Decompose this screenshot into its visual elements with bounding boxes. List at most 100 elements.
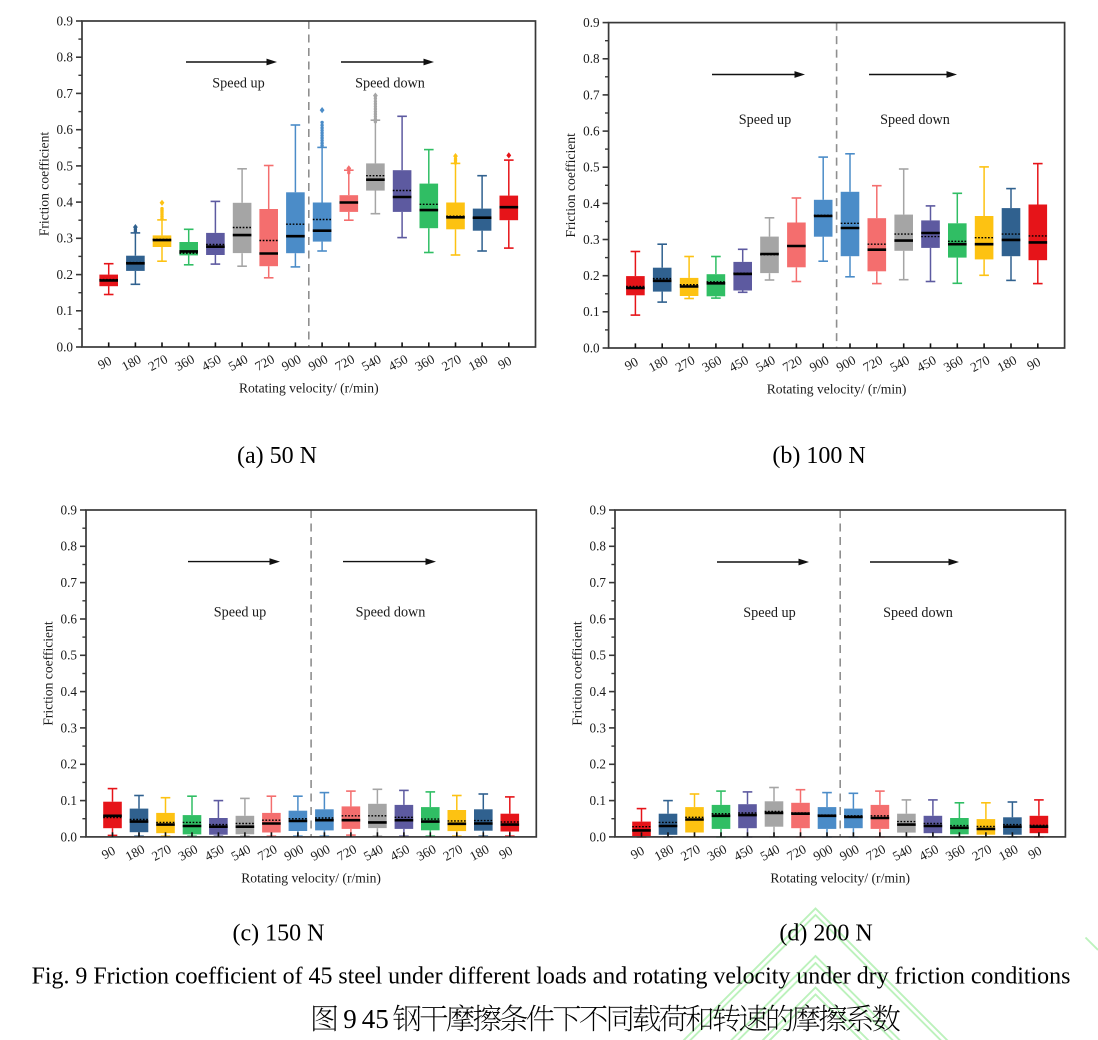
svg-text:450: 450 [388, 841, 413, 864]
svg-text:9: 9 [343, 1004, 357, 1034]
svg-text:(a) 50 N: (a) 50 N [237, 443, 317, 469]
svg-text:90: 90 [495, 353, 514, 373]
svg-text:720: 720 [860, 352, 885, 375]
svg-text:Speed up: Speed up [739, 112, 791, 128]
svg-text:0.0: 0.0 [57, 339, 74, 354]
svg-text:720: 720 [864, 841, 889, 864]
svg-text:0.4: 0.4 [61, 684, 78, 699]
svg-text:0.8: 0.8 [583, 51, 600, 66]
svg-text:180: 180 [123, 841, 148, 864]
svg-text:720: 720 [252, 351, 277, 374]
svg-text:(c) 150 N: (c) 150 N [233, 920, 325, 946]
svg-text:900: 900 [834, 352, 859, 375]
svg-text:180: 180 [466, 351, 491, 374]
svg-text:90: 90 [95, 353, 114, 373]
svg-text:540: 540 [887, 352, 912, 375]
svg-text:900: 900 [308, 841, 333, 864]
svg-text:360: 360 [941, 352, 966, 375]
svg-text:0.8: 0.8 [57, 50, 74, 65]
svg-text:90: 90 [1025, 843, 1044, 863]
svg-text:0.9: 0.9 [590, 502, 607, 517]
svg-text:Speed up: Speed up [214, 605, 266, 621]
svg-text:0.3: 0.3 [57, 231, 74, 246]
svg-text:0.5: 0.5 [61, 648, 78, 663]
svg-text:540: 540 [361, 841, 386, 864]
svg-text:180: 180 [119, 351, 144, 374]
svg-text:0.7: 0.7 [590, 575, 607, 590]
svg-text:180: 180 [652, 841, 677, 864]
svg-text:900: 900 [837, 841, 862, 864]
svg-text:0.1: 0.1 [61, 793, 77, 808]
svg-text:360: 360 [412, 351, 437, 374]
svg-text:360: 360 [943, 841, 968, 864]
svg-text:0.6: 0.6 [590, 611, 607, 626]
svg-text:0.1: 0.1 [583, 304, 599, 319]
svg-text:360: 360 [172, 351, 197, 374]
svg-text:450: 450 [917, 841, 942, 864]
svg-text:0.2: 0.2 [57, 267, 73, 282]
svg-text:0.5: 0.5 [583, 160, 600, 175]
svg-text:450: 450 [914, 352, 939, 375]
svg-text:360: 360 [414, 841, 439, 864]
svg-text:0.4: 0.4 [57, 195, 74, 210]
svg-text:Speed up: Speed up [743, 605, 795, 621]
svg-text:450: 450 [726, 352, 751, 375]
svg-text:180: 180 [995, 352, 1020, 375]
svg-text:0.4: 0.4 [583, 196, 600, 211]
svg-text:0.2: 0.2 [583, 268, 599, 283]
svg-text:0.3: 0.3 [61, 720, 78, 735]
svg-text:Friction coefficient: Friction coefficient [41, 621, 56, 726]
svg-text:0.6: 0.6 [61, 611, 78, 626]
svg-text:450: 450 [202, 841, 227, 864]
svg-text:270: 270 [970, 841, 995, 864]
svg-text:0.1: 0.1 [590, 793, 606, 808]
svg-text:270: 270 [149, 841, 174, 864]
svg-text:270: 270 [968, 352, 993, 375]
svg-text:540: 540 [890, 841, 915, 864]
svg-text:Speed down: Speed down [355, 76, 425, 92]
svg-text:Rotating velocity/ (r/min): Rotating velocity/ (r/min) [239, 380, 379, 396]
svg-text:0.9: 0.9 [583, 15, 600, 30]
svg-text:450: 450 [731, 841, 756, 864]
svg-text:0.5: 0.5 [590, 648, 607, 663]
svg-text:450: 450 [199, 351, 224, 374]
svg-text:90: 90 [99, 843, 118, 863]
svg-text:45: 45 [362, 1004, 389, 1034]
svg-text:Speed up: Speed up [212, 76, 264, 92]
svg-text:90: 90 [628, 843, 647, 863]
svg-text:180: 180 [467, 841, 492, 864]
svg-text:0.3: 0.3 [590, 720, 607, 735]
svg-text:0.7: 0.7 [57, 86, 74, 101]
svg-text:0.5: 0.5 [57, 158, 74, 173]
svg-text:0.9: 0.9 [57, 13, 74, 28]
svg-text:0.0: 0.0 [583, 340, 600, 355]
svg-text:Rotating velocity/ (r/min): Rotating velocity/ (r/min) [770, 870, 910, 886]
svg-text:900: 900 [811, 841, 836, 864]
svg-text:720: 720 [335, 841, 360, 864]
svg-text:0.2: 0.2 [61, 757, 77, 772]
svg-text:360: 360 [700, 352, 725, 375]
svg-text:Speed down: Speed down [880, 112, 950, 128]
svg-text:270: 270 [678, 841, 703, 864]
svg-text:270: 270 [440, 841, 465, 864]
svg-text:900: 900 [279, 351, 304, 374]
svg-text:Friction coefficient: Friction coefficient [563, 133, 578, 238]
svg-text:90: 90 [622, 354, 641, 374]
svg-text:Fig. 9 Friction coefficient of: Fig. 9 Friction coefficient of 45 steel … [32, 964, 1071, 990]
svg-text:360: 360 [705, 841, 730, 864]
svg-text:90: 90 [1024, 354, 1043, 374]
svg-text:720: 720 [332, 351, 357, 374]
svg-text:540: 540 [359, 351, 384, 374]
svg-text:0.6: 0.6 [583, 124, 600, 139]
svg-text:270: 270 [673, 352, 698, 375]
svg-text:Speed down: Speed down [356, 605, 426, 621]
svg-text:720: 720 [780, 352, 805, 375]
svg-text:0.6: 0.6 [57, 122, 74, 137]
svg-text:270: 270 [146, 351, 171, 374]
svg-text:360: 360 [176, 841, 201, 864]
svg-text:0.4: 0.4 [590, 684, 607, 699]
svg-text:450: 450 [386, 351, 411, 374]
svg-text:90: 90 [496, 843, 515, 863]
svg-text:0.8: 0.8 [590, 539, 607, 554]
svg-text:0.0: 0.0 [61, 829, 78, 844]
